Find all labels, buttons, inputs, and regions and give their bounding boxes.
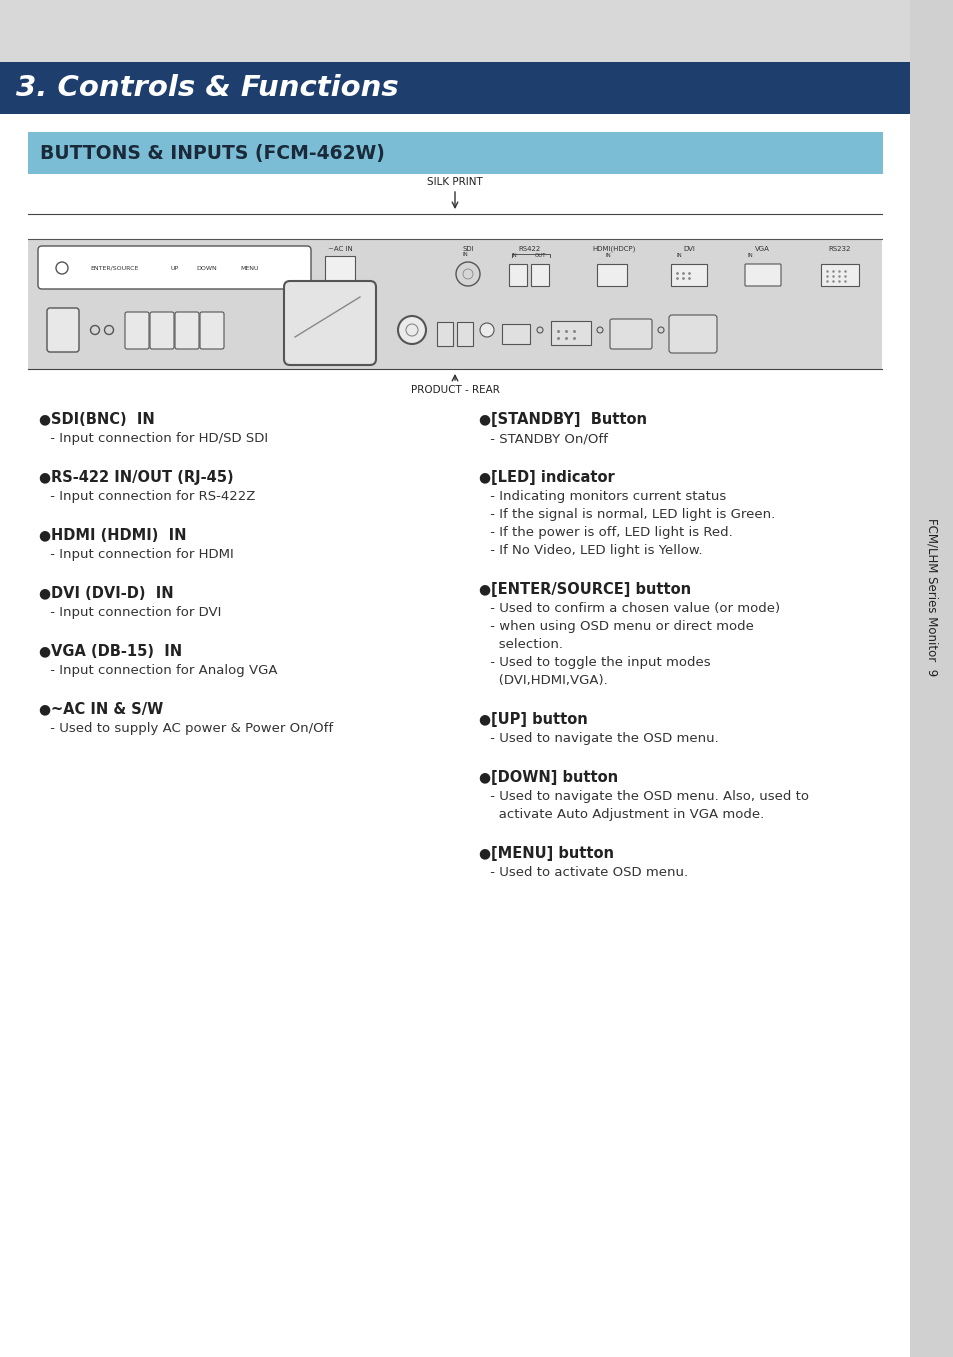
Text: - If No Video, LED light is Yellow.: - If No Video, LED light is Yellow. [485, 544, 702, 556]
Text: UP: UP [171, 266, 179, 270]
Text: - Input connection for HDMI: - Input connection for HDMI [46, 548, 233, 560]
Text: [MENU] button: [MENU] button [491, 845, 614, 860]
Text: - Input connection for DVI: - Input connection for DVI [46, 607, 221, 619]
FancyBboxPatch shape [670, 265, 706, 286]
Text: - Used to activate OSD menu.: - Used to activate OSD menu. [485, 866, 687, 879]
Text: 3. Controls & Functions: 3. Controls & Functions [16, 75, 398, 102]
FancyBboxPatch shape [150, 312, 173, 349]
Text: ●: ● [38, 586, 51, 600]
Text: RS232: RS232 [828, 246, 850, 252]
Text: SILK PRINT: SILK PRINT [427, 176, 482, 187]
Text: - If the power is off, LED light is Red.: - If the power is off, LED light is Red. [485, 527, 732, 539]
Text: DOWN: DOWN [196, 266, 217, 270]
FancyBboxPatch shape [609, 319, 651, 349]
Text: IN: IN [512, 252, 517, 258]
Circle shape [397, 316, 426, 345]
Text: IN: IN [747, 252, 753, 258]
Text: [UP] button: [UP] button [491, 712, 587, 727]
Text: - Used to confirm a chosen value (or mode): - Used to confirm a chosen value (or mod… [485, 603, 780, 615]
Bar [0, 0, 909, 62]
Text: - Input connection for Analog VGA: - Input connection for Analog VGA [46, 664, 277, 677]
Text: HDMI(HDCP): HDMI(HDCP) [592, 246, 635, 252]
FancyBboxPatch shape [38, 246, 311, 289]
Text: VGA: VGA [754, 246, 769, 252]
FancyBboxPatch shape [436, 322, 453, 346]
Text: - Used to navigate the OSD menu.: - Used to navigate the OSD menu. [485, 731, 718, 745]
Text: DVI (DVI-D)  IN: DVI (DVI-D) IN [51, 586, 173, 601]
Text: ENTER/SOURCE: ENTER/SOURCE [91, 266, 139, 270]
Text: [STANDBY]  Button: [STANDBY] Button [491, 413, 646, 427]
Text: - Used to toggle the input modes: - Used to toggle the input modes [485, 655, 710, 669]
FancyBboxPatch shape [284, 281, 375, 365]
Text: ●: ● [477, 413, 490, 426]
Text: - Input connection for HD/SD SDI: - Input connection for HD/SD SDI [46, 432, 268, 445]
Text: - Input connection for RS-422Z: - Input connection for RS-422Z [46, 490, 255, 503]
FancyBboxPatch shape [744, 265, 781, 286]
FancyBboxPatch shape [597, 265, 626, 286]
Text: FCM/LHM Series Monitor  9: FCM/LHM Series Monitor 9 [924, 518, 938, 676]
Text: MENU: MENU [240, 266, 259, 270]
FancyBboxPatch shape [551, 322, 590, 345]
Text: DVI: DVI [682, 246, 694, 252]
FancyBboxPatch shape [200, 312, 224, 349]
FancyBboxPatch shape [501, 324, 530, 345]
Text: - STANDBY On/Off: - STANDBY On/Off [485, 432, 607, 445]
Text: IN: IN [462, 252, 468, 256]
Text: selection.: selection. [485, 638, 562, 651]
FancyBboxPatch shape [531, 265, 548, 286]
FancyBboxPatch shape [325, 256, 355, 286]
Text: BUTTONS & INPUTS (FCM-462W): BUTTONS & INPUTS (FCM-462W) [40, 144, 384, 163]
Text: VGA (DB-15)  IN: VGA (DB-15) IN [51, 645, 182, 660]
Text: ●: ● [477, 582, 490, 596]
FancyBboxPatch shape [456, 322, 473, 346]
Text: RS422: RS422 [518, 246, 540, 252]
Text: (DVI,HDMI,VGA).: (DVI,HDMI,VGA). [485, 674, 607, 687]
Text: [ENTER/SOURCE] button: [ENTER/SOURCE] button [491, 582, 690, 597]
FancyBboxPatch shape [509, 265, 526, 286]
Text: RS-422 IN/OUT (RJ-45): RS-422 IN/OUT (RJ-45) [51, 470, 233, 484]
Bar [28, 132, 882, 174]
Text: HDMI (HDMI)  IN: HDMI (HDMI) IN [51, 528, 186, 543]
Text: ~AC IN & S/W: ~AC IN & S/W [51, 702, 163, 716]
FancyBboxPatch shape [174, 312, 199, 349]
Text: - Indicating monitors current status: - Indicating monitors current status [485, 490, 725, 503]
Bar [909, 0, 953, 1357]
Text: OUT: OUT [535, 252, 546, 258]
Text: - If the signal is normal, LED light is Green.: - If the signal is normal, LED light is … [485, 508, 775, 521]
Text: SDI(BNC)  IN: SDI(BNC) IN [51, 413, 154, 427]
Text: IN: IN [677, 252, 682, 258]
Text: ●: ● [477, 712, 490, 726]
Text: ●: ● [477, 845, 490, 860]
Text: - when using OSD menu or direct mode: - when using OSD menu or direct mode [485, 620, 753, 632]
Text: SDI: SDI [461, 246, 474, 252]
Text: ●: ● [477, 470, 490, 484]
FancyBboxPatch shape [125, 312, 149, 349]
Circle shape [479, 323, 494, 337]
FancyBboxPatch shape [821, 265, 858, 286]
Text: IN: IN [605, 252, 611, 258]
FancyBboxPatch shape [668, 315, 717, 353]
Text: ~AC IN: ~AC IN [327, 246, 352, 252]
Text: - Used to supply AC power & Power On/Off: - Used to supply AC power & Power On/Off [46, 722, 333, 735]
Bar [28, 239, 882, 369]
Text: [DOWN] button: [DOWN] button [491, 769, 618, 784]
Text: activate Auto Adjustment in VGA mode.: activate Auto Adjustment in VGA mode. [485, 807, 763, 821]
Text: ●: ● [38, 470, 51, 484]
Text: ●: ● [38, 413, 51, 426]
Bar [0, 62, 909, 114]
Text: ●: ● [477, 769, 490, 784]
Text: ●: ● [38, 702, 51, 716]
Text: [LED] indicator: [LED] indicator [491, 470, 614, 484]
Text: PRODUCT - REAR: PRODUCT - REAR [410, 385, 499, 395]
Text: ●: ● [38, 645, 51, 658]
Text: ●: ● [38, 528, 51, 541]
FancyBboxPatch shape [47, 308, 79, 351]
Text: - Used to navigate the OSD menu. Also, used to: - Used to navigate the OSD menu. Also, u… [485, 790, 808, 803]
